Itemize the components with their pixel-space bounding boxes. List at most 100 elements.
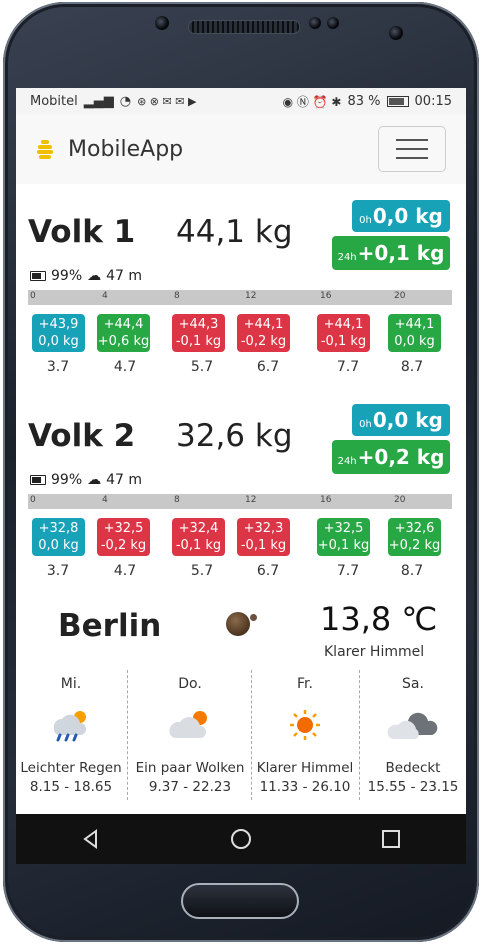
proximity-sensor [389, 26, 403, 40]
hourly-weight-box[interactable]: +44,1 -0,2 kg [237, 314, 290, 352]
forecast-temps: 15.55 - 23.15 [367, 779, 459, 795]
hourly-weight-box[interactable]: +32,8 0,0 kg [32, 518, 85, 556]
forecast-description: Ein paar Wolken [135, 760, 245, 776]
hourly-delta: +0,1 kg [317, 538, 370, 553]
hourly-weight-box[interactable]: +32,4 -0,1 kg [172, 518, 225, 556]
hourly-weights: +43,9 0,0 kg +44,4 +0,6 kg +44,3 -0,1 kg +44,1… [16, 314, 466, 354]
cloud-upload-icon: ☁ [87, 268, 102, 284]
hour-tick-label: 20 [394, 291, 406, 301]
weather-temperature: 13,8 ℃ [320, 600, 438, 638]
hourly-delta: +0,6 kg [97, 334, 150, 349]
hourly-weight: +32,5 [103, 521, 144, 536]
battery-level: 99% [51, 472, 83, 488]
weather-section: Berlin 13,8 ℃ Klarer Himmel Mi. Leichter… [16, 592, 466, 800]
delta-0h-badge: 0h 0,0 kg [352, 200, 450, 232]
hourly-temp: 3.7 [46, 563, 70, 579]
hour-scale: 0 4 8 12 16 20 [28, 290, 452, 305]
back-icon[interactable] [80, 828, 102, 850]
battery-icon [386, 95, 409, 107]
hourly-weight-box[interactable]: +43,9 0,0 kg [32, 314, 85, 352]
menu-toggle-button[interactable] [378, 126, 446, 172]
hamburger-icon [396, 139, 428, 141]
hourly-weight-box[interactable]: +44,1 0,0 kg [388, 314, 441, 352]
weather-city: Berlin [58, 608, 162, 644]
sun-icon [252, 700, 358, 750]
app-title: MobileApp [68, 136, 184, 162]
hourly-weight: +44,4 [103, 317, 144, 332]
battery-percent: 83 % [347, 93, 381, 109]
hourly-temp: 5.7 [190, 359, 214, 375]
hour-tick-label: 16 [320, 495, 332, 505]
hourly-temp: 3.7 [46, 359, 70, 375]
forecast-day: Mi. Leichter Regen 8.15 - 18.65 [16, 670, 126, 800]
forecast-day-name: Sa. [402, 676, 424, 692]
forecast-description: Bedeckt [385, 760, 441, 776]
badge-label: 24h [337, 456, 357, 467]
hour-tick-label: 0 [30, 291, 36, 301]
delta-24h-badge: 24h +0,1 kg [332, 236, 450, 270]
forecast-temps: 9.37 - 22.23 [148, 779, 232, 795]
hourly-weight: +32,6 [394, 521, 435, 536]
forecast-day: Sa. Bedeckt 15.55 - 23.15 [360, 670, 466, 800]
cloud-sun-icon [128, 700, 252, 750]
signal-strength: 47 m [106, 472, 143, 488]
hourly-weight-box[interactable]: +44,3 -0,1 kg [172, 314, 225, 352]
clock: 00:15 [414, 93, 452, 109]
hourly-weight-box[interactable]: +32,5 -0,2 kg [97, 518, 150, 556]
delta-0h-badge: 0h 0,0 kg [352, 404, 450, 436]
forecast-divider [359, 670, 360, 800]
badge-label: 0h [359, 419, 372, 430]
carrier-name: Mobitel [30, 93, 78, 109]
hourly-temp: 5.7 [190, 563, 214, 579]
home-hardware-button[interactable] [181, 883, 299, 919]
cloud-upload-icon: ☁ [87, 472, 102, 488]
hour-tick-label: 4 [102, 495, 108, 505]
battery-icon [30, 475, 46, 485]
home-icon[interactable] [229, 827, 253, 851]
hourly-delta: -0,1 kg [240, 538, 287, 553]
forecast-temps: 11.33 - 26.10 [259, 779, 351, 795]
recents-icon[interactable] [380, 828, 402, 850]
forecast-days: Mi. Leichter Regen 8.15 - 18.65 Do. Ein p… [16, 670, 466, 800]
hourly-weights: +32,8 0,0 kg +32,5 -0,2 kg +32,4 -0,1 kg +32,3… [16, 518, 466, 558]
hourly-weight-box[interactable]: +44,1 -0,1 kg [317, 314, 370, 352]
front-camera [155, 16, 169, 30]
hourly-delta: -0,2 kg [240, 334, 287, 349]
notification-icons: ⊛ ⊗ ✉ ✉ ▶ [137, 94, 197, 108]
hourly-weight: +44,1 [394, 317, 435, 332]
hourly-delta: -0,1 kg [320, 334, 367, 349]
rain-sun-icon [16, 700, 126, 750]
hourly-weight: +32,5 [323, 521, 364, 536]
hourly-weight: +44,1 [323, 317, 364, 332]
hour-tick-label: 20 [394, 495, 406, 505]
hourly-delta: -0,1 kg [175, 334, 222, 349]
hourly-delta: 0,0 kg [38, 334, 79, 349]
volk-meta: 99% ☁ 47 m [30, 268, 142, 284]
delta-24h-badge: 24h +0,2 kg [332, 440, 450, 474]
hourly-delta: 0,0 kg [394, 334, 435, 349]
hourly-weight: +32,4 [178, 521, 219, 536]
brand[interactable]: MobileApp [36, 137, 183, 162]
hourly-weight-box[interactable]: +44,4 +0,6 kg [97, 314, 150, 352]
hourly-weight: +43,9 [38, 317, 79, 332]
forecast-description: Leichter Regen [20, 760, 122, 776]
status-bar: Mobitel ▂▄▆ ◔ ⊛ ⊗ ✉ ✉ ▶ ◉ Ⓝ ⏰ ✱ 83 % 00:… [16, 88, 466, 114]
android-nav-bar [16, 814, 466, 864]
hourly-temp: 6.7 [256, 563, 280, 579]
forecast-day-name: Do. [178, 676, 202, 692]
hourly-delta: 0,0 kg [38, 538, 79, 553]
volk-name: Volk 1 [28, 214, 136, 250]
forecast-day: Fr. Klarer Himmel 11.33 - 26.10 [252, 670, 358, 800]
hourly-delta: -0,1 kg [175, 538, 222, 553]
forecast-divider [251, 670, 252, 800]
forecast-divider [127, 670, 128, 800]
hourly-weight-box[interactable]: +32,5 +0,1 kg [317, 518, 370, 556]
hourly-weight-box[interactable]: +32,3 -0,1 kg [237, 518, 290, 556]
sensor-dot [309, 17, 321, 29]
hourly-weight-box[interactable]: +32,6 +0,2 kg [388, 518, 441, 556]
hourly-temp: 7.7 [336, 563, 360, 579]
volk-weight: 44,1 kg [176, 214, 293, 250]
volk-meta: 99% ☁ 47 m [30, 472, 142, 488]
